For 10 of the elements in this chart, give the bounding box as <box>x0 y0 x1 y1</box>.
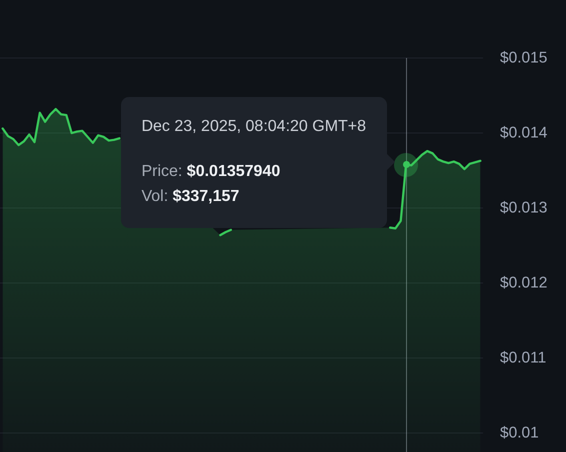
y-tick-label: $0.012 <box>500 274 548 292</box>
tooltip-panel: Dec 23, 2025, 08:04:20 GMT+8 Price: $0.01357940 Vol: $337,157 <box>121 96 396 228</box>
annotation: Price: $0.01357940 <box>141 162 280 180</box>
y-tick-label: $0.014 <box>500 124 548 142</box>
annotation: Dec 23, 2025, 08:04:20 GMT+8 <box>141 116 366 137</box>
y-tick-label: $0.015 <box>500 49 548 66</box>
annotation: Vol: $337,157 <box>141 188 240 205</box>
y-tick-label: $0.013 <box>500 199 548 216</box>
y-tick-label: $0.011 <box>500 349 546 366</box>
y-tick-label: $0.01 <box>500 424 539 442</box>
